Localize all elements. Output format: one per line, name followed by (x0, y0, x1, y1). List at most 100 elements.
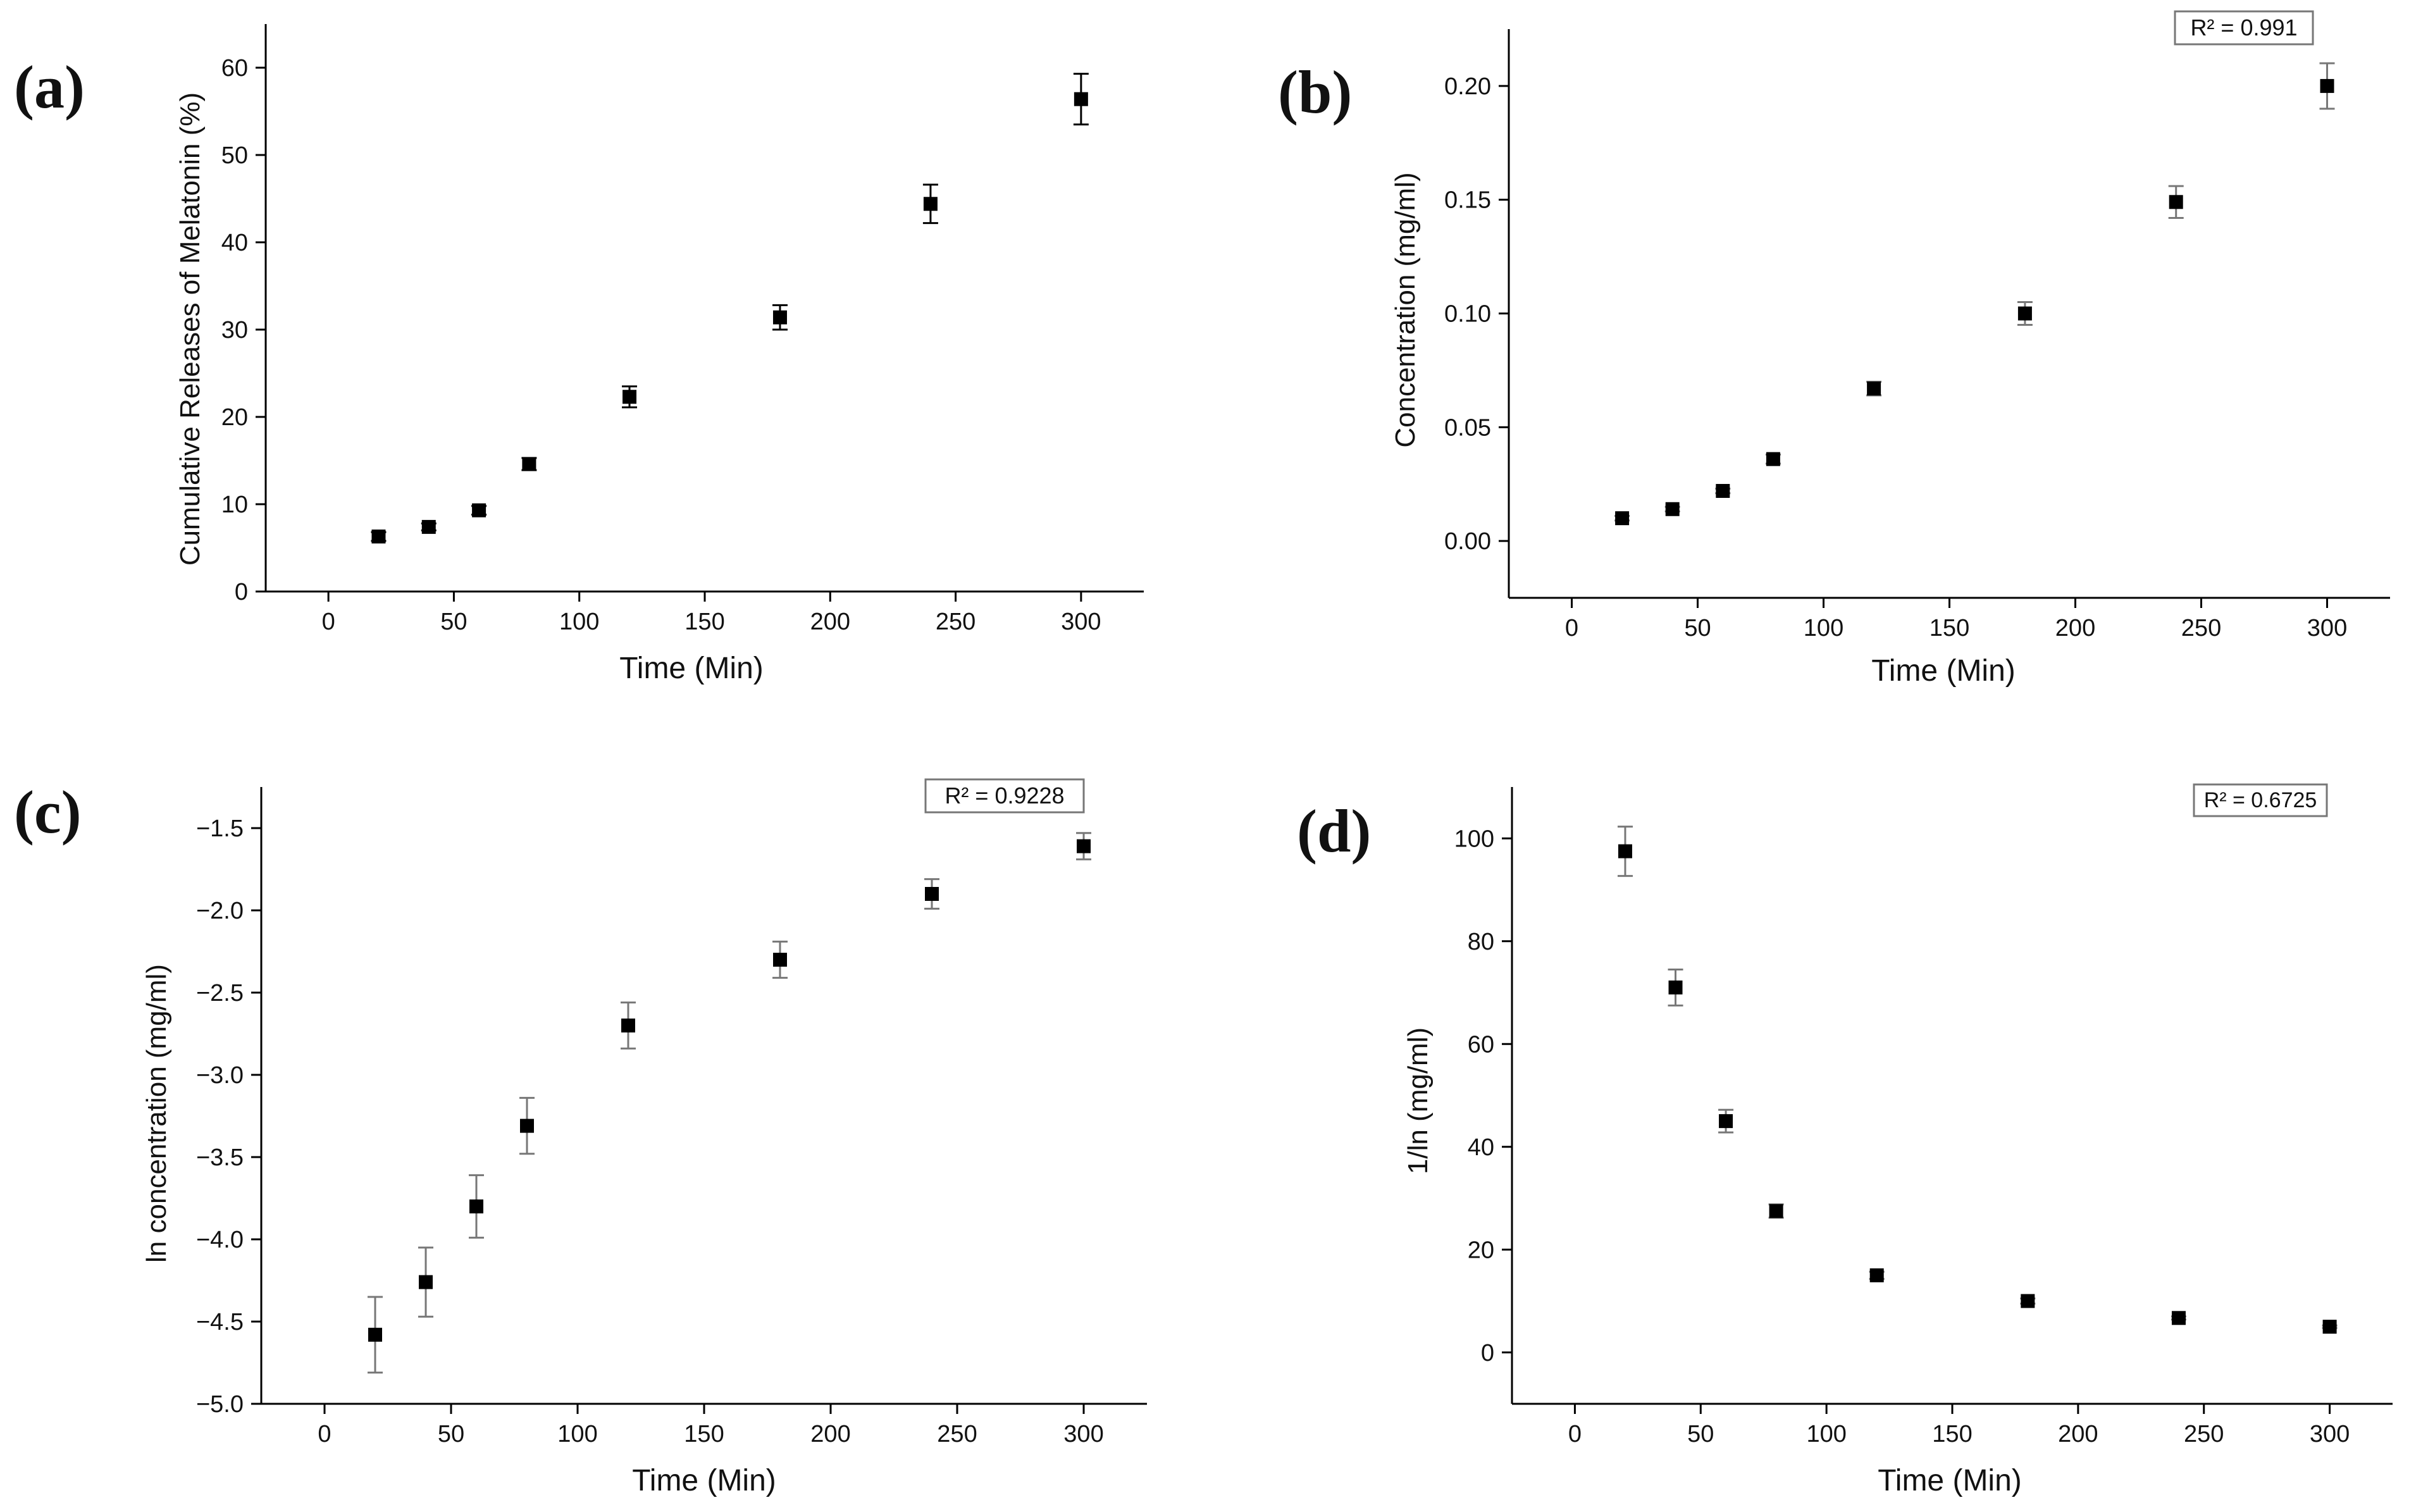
panel-label-a: (a) (14, 53, 85, 121)
data-point-marker (621, 1019, 635, 1032)
x-tick-label: 50 (438, 1421, 464, 1447)
panel-d: (d) Time (Min) 1/ln (mg/ml) 0 50 100 150 200… (1297, 783, 2393, 1497)
y-tick-label: 80 (1468, 929, 1494, 955)
y-tick-label: 10 (221, 492, 248, 518)
data-point-marker (2169, 195, 2183, 209)
data-point-marker (1074, 92, 1088, 106)
data-point-marker (368, 1327, 382, 1342)
plot-area-d: 0 50 100 150 200 250 300 0 20 40 60 80 100 (1454, 787, 2393, 1447)
r-squared-annotation-d: R² = 0.6725 (2204, 788, 2317, 812)
data-point-marker (1668, 980, 1683, 995)
y-tick-label: −1.5 (196, 815, 244, 842)
x-tick-label: 50 (440, 609, 467, 635)
x-tick-label: 50 (1687, 1421, 1714, 1447)
data-point-marker (1618, 844, 1632, 858)
x-tick-label: 150 (684, 1421, 724, 1447)
y-tick-label: 0.20 (1444, 73, 1491, 100)
r-squared-box-d (2193, 783, 2328, 817)
r-squared-box-b (2174, 10, 2314, 46)
data-point-marker (1719, 1114, 1733, 1129)
y-tick-label: −5.0 (196, 1391, 244, 1418)
data-point-marker (2171, 1311, 2186, 1325)
y-tick-label: 30 (221, 317, 248, 344)
panel-a: (a) Time (Min) Cumulative Releases of Me… (14, 24, 1144, 685)
y-axis-label-b: Concentration (mg/ml) (1390, 172, 1421, 447)
x-axis-label-c: Time (Min) (632, 1464, 776, 1497)
y-tick-label: −4.5 (196, 1309, 244, 1335)
panel-label-c: (c) (14, 778, 82, 846)
r-squared-box-c (924, 778, 1085, 814)
data-point-marker (421, 519, 436, 534)
x-tick-label: 0 (322, 609, 335, 635)
y-tick-label: 0.15 (1444, 187, 1491, 214)
panel-b: (b) Time (Min) Concentration (mg/ml) 0 50… (1278, 10, 2390, 688)
y-tick-label: 100 (1454, 826, 1494, 852)
x-tick-label: 250 (936, 609, 976, 635)
panel-label-d: (d) (1297, 797, 1371, 865)
data-point-marker (522, 457, 536, 471)
data-point-marker (1665, 502, 1680, 516)
data-point-marker (469, 1199, 483, 1213)
y-tick-label: 50 (221, 142, 248, 169)
x-tick-label: 200 (810, 609, 850, 635)
x-tick-label: 100 (557, 1421, 597, 1447)
data-point-marker (923, 197, 938, 211)
x-tick-label: 250 (2184, 1421, 2224, 1447)
x-tick-label: 200 (2058, 1421, 2098, 1447)
y-tick-label: 60 (221, 55, 248, 82)
data-point-marker (2320, 78, 2334, 93)
data-point-marker (925, 887, 939, 901)
data-point-marker (419, 1275, 433, 1289)
r-squared-annotation-c: R² = 0.9228 (945, 783, 1064, 809)
x-tick-label: 300 (1063, 1421, 1103, 1447)
y-axis-label-d: 1/ln (mg/ml) (1403, 1027, 1434, 1174)
y-tick-label: 40 (1468, 1134, 1494, 1161)
y-tick-label: −2.5 (196, 980, 244, 1007)
plot-area-a: 0 50 100 150 200 250 300 0 10 20 30 40 50 60 (221, 24, 1144, 635)
x-tick-label: 0 (318, 1421, 331, 1447)
y-tick-label: 0.05 (1444, 414, 1491, 441)
y-tick-label: −4.0 (196, 1227, 244, 1253)
panel-label-b: (b) (1278, 58, 1352, 126)
data-point-marker (2021, 1294, 2035, 1308)
y-tick-label: 0.10 (1444, 301, 1491, 328)
data-point-marker (472, 503, 486, 517)
x-tick-label: 150 (1932, 1421, 1972, 1447)
y-tick-label: 20 (221, 404, 248, 431)
x-tick-label: 150 (1930, 615, 1969, 641)
data-point-marker (2017, 306, 2032, 321)
data-point-marker (1615, 511, 1630, 526)
x-axis-label-a: Time (Min) (619, 652, 764, 685)
x-tick-label: 300 (2310, 1421, 2350, 1447)
x-tick-label: 250 (937, 1421, 977, 1447)
x-axis-label-b: Time (Min) (1871, 654, 2016, 688)
data-point-marker (1077, 839, 1091, 853)
data-point-marker (1716, 483, 1730, 498)
data-point-marker (1769, 1204, 1783, 1218)
data-point-marker (772, 310, 787, 325)
y-tick-label: −3.0 (196, 1062, 244, 1089)
x-tick-label: 0 (1568, 1421, 1582, 1447)
y-tick-label: −3.5 (196, 1144, 244, 1171)
plot-area-b: 0 50 100 150 200 250 300 0.00 0.05 0.10 0.15 0.20 (1444, 29, 2390, 641)
x-tick-label: 200 (810, 1421, 850, 1447)
x-tick-label: 250 (2181, 615, 2221, 641)
data-point-marker (1867, 381, 1881, 396)
data-point-marker (773, 953, 787, 967)
x-tick-label: 150 (685, 609, 724, 635)
x-tick-label: 200 (2055, 615, 2095, 641)
data-point-marker (371, 530, 386, 544)
x-tick-label: 300 (2307, 615, 2347, 641)
y-tick-label: 20 (1468, 1237, 1494, 1263)
x-tick-label: 100 (1804, 615, 1843, 641)
y-tick-label: 60 (1468, 1031, 1494, 1058)
panel-c: (c) Time (Min) ln concentration (mg/ml) … (14, 778, 1147, 1497)
data-point-marker (1766, 452, 1780, 466)
data-point-marker (2322, 1320, 2337, 1334)
y-axis-label-c: ln concentration (mg/ml) (141, 964, 172, 1263)
y-tick-label: 0 (235, 579, 248, 605)
r-squared-annotation-b: R² = 0.991 (2190, 15, 2297, 40)
data-point-marker (623, 390, 637, 404)
